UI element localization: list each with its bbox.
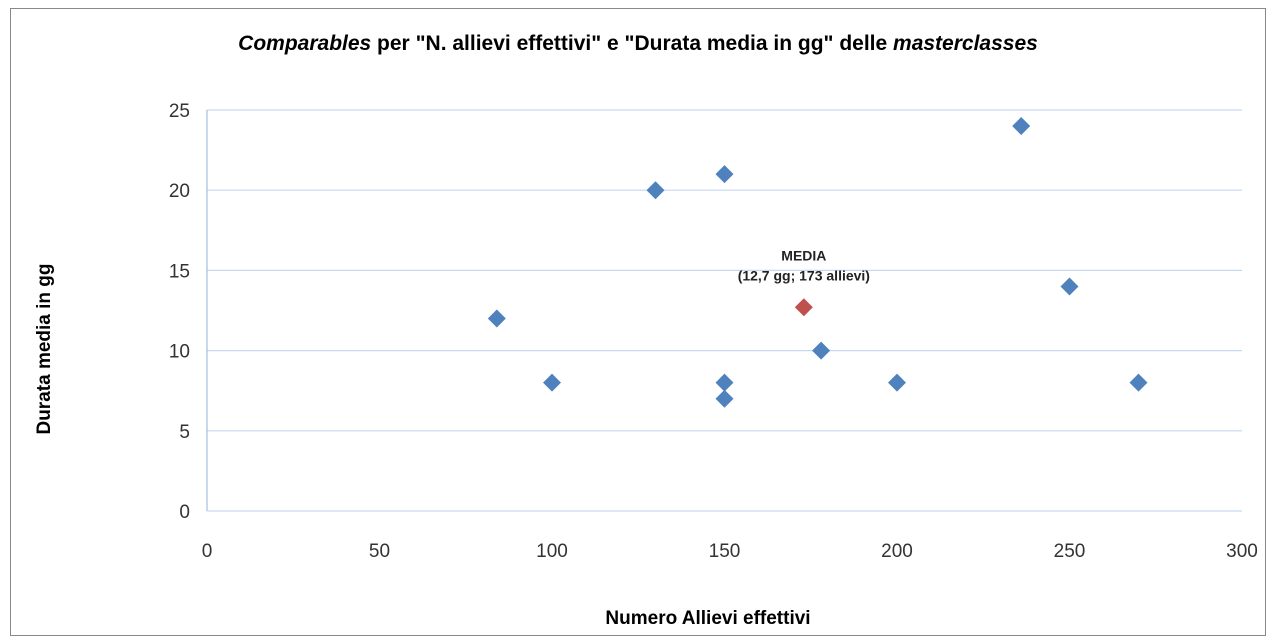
x-tick-150: 150 [709, 541, 741, 562]
point-s0-2 [646, 181, 665, 200]
x-tick-100: 100 [536, 541, 568, 562]
point-s0-1 [543, 373, 561, 392]
point-s0-4 [715, 373, 734, 392]
gridlines [206, 109, 1242, 512]
y-tick-15: 15 [169, 261, 190, 282]
point-s0-0 [487, 309, 506, 328]
y-axis-title: Durata media in gg [34, 263, 55, 434]
point-s0-3 [715, 165, 734, 184]
x-tick-200: 200 [881, 541, 913, 562]
point-s0-6 [812, 341, 831, 360]
x-tick-50: 50 [369, 541, 390, 562]
title-part-0: Comparables [238, 32, 371, 55]
point-s1-0 [794, 298, 813, 317]
point-s0-8 [1012, 117, 1031, 136]
x-tick-250: 250 [1054, 541, 1086, 562]
media-label-line-0: MEDIA [781, 247, 826, 263]
title-part-2: masterclasses [893, 32, 1038, 55]
y-tick-labels: 0 5 10 15 20 25 [169, 101, 190, 523]
y-tick-20: 20 [169, 181, 190, 202]
data-points [487, 117, 1148, 408]
title-part-1: per "N. allievi effettivi" e "Durata med… [371, 32, 893, 55]
chart-title: Comparables per "N. allievi effettivi" e… [238, 32, 1038, 55]
x-axis-title: Numero Allievi effettivi [605, 608, 810, 629]
media-label-line-1: (12,7 gg; 173 allievi) [738, 267, 870, 283]
x-tick-0: 0 [202, 541, 213, 562]
y-tick-5: 5 [179, 422, 190, 443]
chart-frame [10, 8, 1266, 636]
y-tick-10: 10 [169, 342, 190, 363]
annotations: MEDIA (12,7 gg; 173 allievi) [738, 247, 870, 283]
x-tick-labels: 0 50 100 150 200 250 300 [202, 541, 1258, 562]
y-tick-0: 0 [179, 502, 190, 523]
point-s0-5 [715, 389, 734, 408]
point-s0-7 [888, 373, 906, 392]
point-s0-10 [1129, 373, 1148, 392]
y-tick-25: 25 [169, 101, 190, 122]
point-s0-9 [1060, 277, 1079, 296]
x-tick-300: 300 [1226, 541, 1258, 562]
